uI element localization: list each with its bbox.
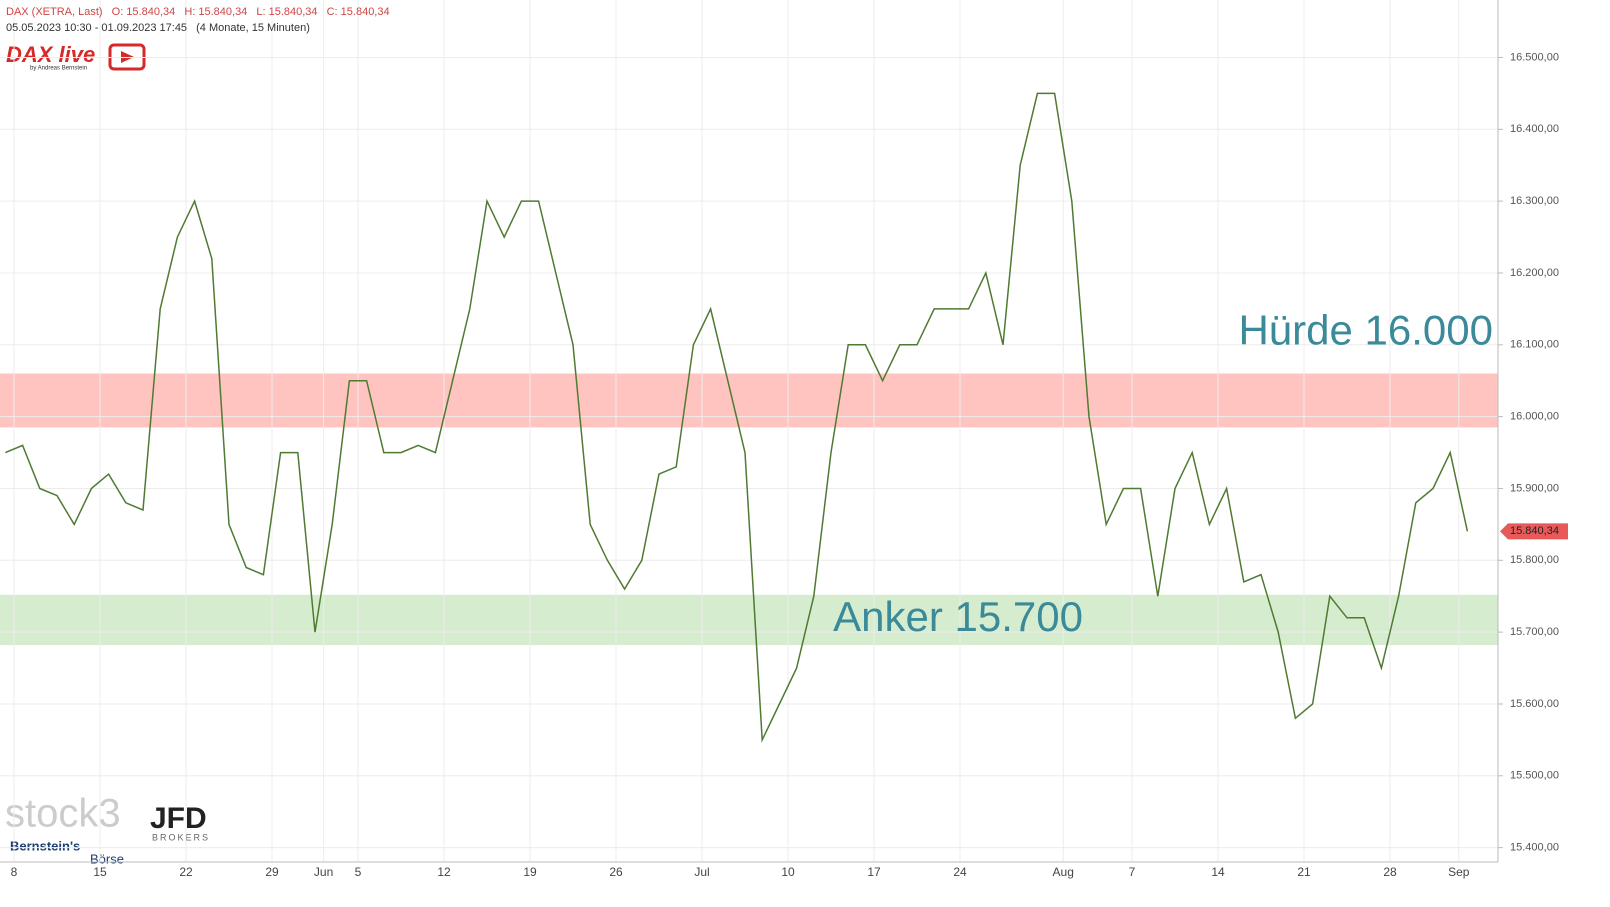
last-price-label: 15.840,34	[1510, 525, 1559, 537]
y-tick-label: 16.400,00	[1510, 123, 1559, 135]
x-tick-label: 7	[1129, 865, 1136, 879]
y-tick-label: 15.600,00	[1510, 698, 1559, 710]
last-price-tag	[1500, 523, 1568, 540]
symbol: DAX (XETRA, Last)	[6, 6, 103, 18]
x-tick-label: 5	[355, 865, 362, 879]
zone-band	[0, 373, 1498, 428]
x-tick-label: 24	[953, 865, 967, 879]
x-tick-label: Jun	[314, 865, 333, 879]
x-tick-label: 29	[265, 865, 279, 879]
ohlc: L: 15.840,34	[256, 6, 318, 18]
logo-text: DAX live	[6, 42, 95, 67]
x-tick-label: 10	[781, 865, 795, 879]
x-tick-label: Aug	[1053, 865, 1074, 879]
x-tick-label: 17	[867, 865, 881, 879]
x-tick-label: 28	[1383, 865, 1397, 879]
period: (4 Monate, 15 Minuten)	[196, 22, 310, 34]
y-tick-label: 16.100,00	[1510, 339, 1559, 351]
x-tick-label: 12	[437, 865, 451, 879]
x-tick-label: 8	[11, 865, 18, 879]
jfd-sub: BROKERS	[152, 832, 210, 842]
x-tick-label: 14	[1211, 865, 1225, 879]
x-tick-label: Jul	[694, 865, 709, 879]
x-tick-label: 21	[1297, 865, 1311, 879]
header-line: DAX (XETRA, Last) O: 15.840,34 H: 15.840…	[6, 6, 396, 18]
y-tick-label: 15.500,00	[1510, 770, 1559, 782]
x-tick-label: 19	[523, 865, 537, 879]
y-tick-label: 15.700,00	[1510, 626, 1559, 638]
y-tick-label: 16.000,00	[1510, 411, 1559, 423]
y-tick-label: 15.400,00	[1510, 842, 1559, 854]
x-tick-label: 26	[609, 865, 623, 879]
zone-band	[0, 594, 1498, 646]
y-tick-label: 15.800,00	[1510, 554, 1559, 566]
range: 05.05.2023 10:30 - 01.09.2023 17:45	[6, 22, 188, 34]
header-range: 05.05.2023 10:30 - 01.09.2023 17:45 (4 M…	[6, 22, 316, 34]
annotation: Anker 15.700	[833, 593, 1083, 640]
x-tick-label: 15	[93, 865, 107, 879]
price-line	[5, 92, 1469, 743]
logo-sub: by Andreas Bernstein	[30, 66, 87, 72]
y-tick-label: 16.200,00	[1510, 267, 1559, 279]
bernstein-logo: Bernstein's	[10, 838, 80, 853]
annotation: Hürde 16.000	[1238, 307, 1493, 354]
x-tick-label: Sep	[1448, 865, 1470, 879]
y-tick-label: 15.900,00	[1510, 482, 1559, 494]
jfd-logo: JFD	[150, 802, 207, 835]
ohlc: C: 15.840,34	[326, 6, 390, 18]
boerse-logo: Börse	[90, 851, 124, 866]
stock3-logo: stock3	[5, 792, 121, 836]
y-tick-label: 16.500,00	[1510, 51, 1559, 63]
ohlc: O: 15.840,34	[111, 6, 176, 18]
ohlc: H: 15.840,34	[184, 6, 248, 18]
x-tick-label: 22	[179, 865, 193, 879]
y-tick-label: 16.300,00	[1510, 195, 1559, 207]
dax-live-logo: DAX live by Andreas Bernstein	[6, 42, 146, 72]
